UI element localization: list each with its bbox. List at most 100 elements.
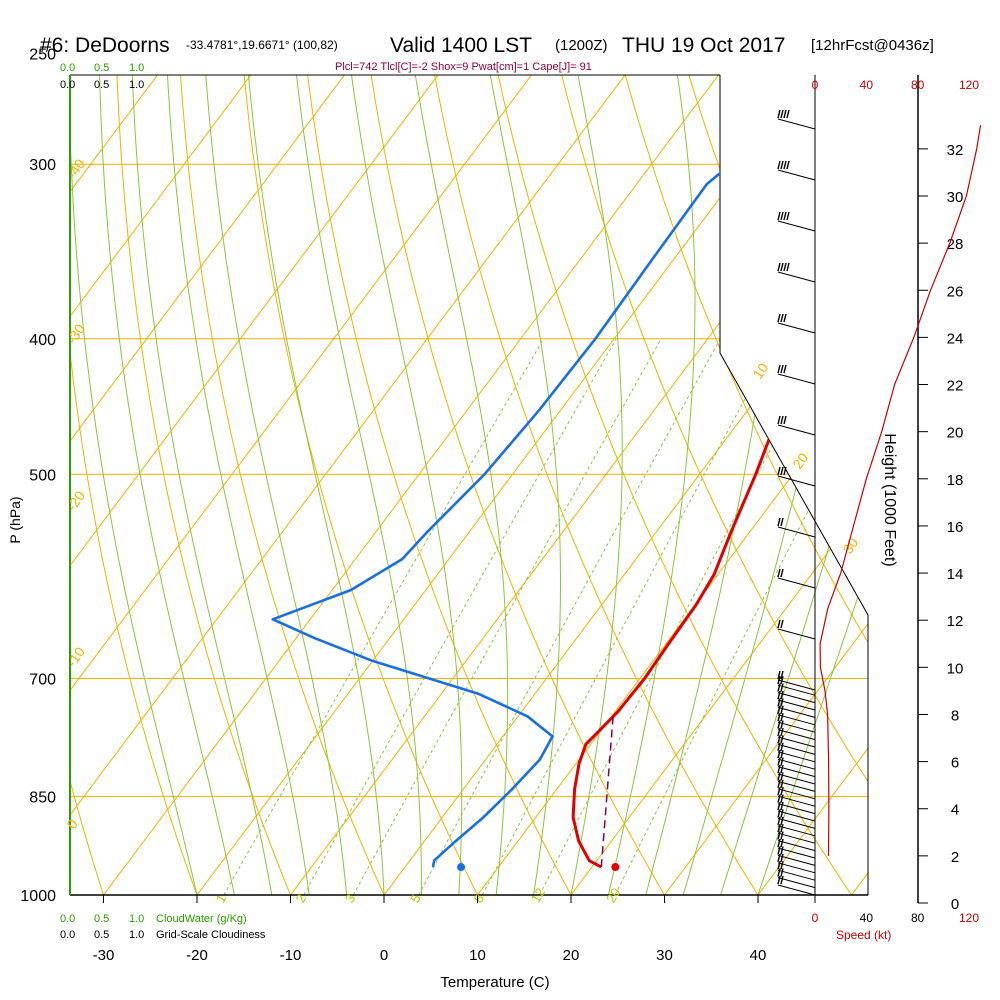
- cloudwater-scale-bottom: 0.0 0.5 1.0 CloudWater (g/Kg) 0.0 0.5 1.…: [60, 913, 266, 941]
- moist-adiabat-12: [411, 75, 509, 895]
- wind-barb-5: [777, 838, 816, 859]
- wind-barb-flag-7-1: [780, 824, 784, 833]
- wind-barb-flag-10-1: [780, 801, 784, 811]
- wind-barb-flag-29-1: [780, 619, 784, 629]
- wind-barb-flag-16-0: [777, 757, 781, 766]
- speed-tick-bottom-3: 120: [959, 911, 979, 925]
- wind-barb-shaft-36: [777, 271, 816, 283]
- wind-barb-flag-36-3: [786, 262, 790, 272]
- wind-barb-shaft-8: [777, 825, 816, 837]
- station-coords: -33.4781°,19.6671° (100,82): [186, 38, 338, 52]
- speed-axis-label: Speed (kt): [836, 928, 891, 942]
- station-title: #6: DeDoorns: [40, 34, 170, 57]
- wind-barb-shaft-39: [777, 118, 816, 130]
- wind-barb-1: [777, 868, 816, 889]
- wind-barb-flag-32-0: [777, 466, 781, 476]
- wind-barb-flag-2-1: [780, 861, 784, 870]
- wind-barb-flag-19-1: [780, 735, 784, 744]
- isotherm--40: [70, 75, 642, 895]
- wind-barb-shaft-14: [777, 780, 816, 792]
- parcel-path: [600, 713, 615, 868]
- dry-adiabat--40: [0, 54, 10, 896]
- dry-adiabat-50: [493, 75, 852, 895]
- wind-barb-shaft-28: [777, 679, 816, 691]
- wind-barb-shaft-6: [777, 840, 816, 852]
- mixing-ratio-label-6: 20: [603, 885, 623, 905]
- wind-barb-16: [777, 757, 816, 778]
- wind-barb-flag-1-0: [777, 868, 781, 877]
- wind-barb-flag-8-1: [780, 816, 784, 825]
- height-tick-label-7: 14: [947, 566, 964, 583]
- wind-barbs: [777, 109, 816, 896]
- wind-barb-flag-0-1: [780, 875, 784, 885]
- speed-tick-bottom-2: 80: [911, 911, 925, 925]
- wind-barb-shaft-35: [777, 322, 816, 334]
- mixing-ratio-line-2: [352, 338, 662, 895]
- wind-barb-shaft-7: [777, 832, 816, 844]
- height-tick-label-9: 18: [947, 472, 964, 489]
- wind-barb-31: [777, 517, 816, 538]
- sounding-profiles: [271, 75, 868, 872]
- dry-adiabat-20: [304, 75, 572, 895]
- speed-tick-bottom-1: 40: [860, 911, 874, 925]
- cloudwater-label: CloudWater (g/Kg): [156, 913, 247, 925]
- wind-barb-flag-37-1: [780, 211, 784, 221]
- wind-barb-shaft-26: [777, 692, 816, 704]
- wind-barb-flag-10-0: [777, 801, 781, 811]
- wind-barb-flag-18-0: [777, 742, 781, 751]
- height-axis-label: Height (1000 Feet): [881, 433, 898, 566]
- wind-barb-flag-22-1: [780, 713, 784, 722]
- dry-adiabat-60: [556, 75, 868, 895]
- wind-barb-shaft-13: [777, 788, 816, 800]
- cloudiness-label: Grid-Scale Cloudiness: [156, 929, 266, 941]
- wind-barb-flag-28-1: [780, 670, 784, 680]
- wind-barb-13: [777, 779, 816, 800]
- wind-barb-shaft-23: [777, 714, 816, 726]
- wind-barb-flag-26-0: [777, 683, 781, 692]
- plot-frame: [69, 74, 869, 896]
- wind-barb-shaft-33: [777, 424, 816, 436]
- dry-adiabat-30: [367, 75, 665, 895]
- isotherm-label-1: -30: [63, 321, 88, 347]
- isotherm--80: [70, 75, 268, 895]
- isotherm-label-4: 0: [63, 816, 81, 832]
- wind-barb-8: [777, 816, 816, 837]
- isotherm-50: [851, 75, 868, 895]
- wind-barb-24: [777, 698, 816, 718]
- wind-barb-flag-36-1: [780, 262, 784, 272]
- x-tick-label-0: -30: [93, 947, 115, 964]
- wind-barb-39: [777, 109, 816, 130]
- wind-barb-flag-34-0: [777, 364, 781, 374]
- wind-barb-15: [777, 764, 816, 785]
- isotherm-label-3: -10: [63, 644, 88, 670]
- moist-adiabat--20: [70, 75, 198, 895]
- wind-barb-shaft-16: [777, 766, 816, 778]
- p-tick-label-1: 300: [29, 157, 56, 174]
- wind-barb-flag-35-0: [777, 313, 781, 323]
- wind-barb-shaft-25: [777, 699, 816, 711]
- wind-barb-flag-14-1: [780, 772, 784, 781]
- mixing-ratio-line-0: [223, 338, 545, 895]
- wind-barb-flag-32-2: [783, 466, 787, 476]
- wind-barb-flag-11-1: [780, 794, 784, 803]
- x-tick-label-7: 40: [750, 947, 767, 964]
- wind-barb-flag-17-1: [780, 750, 784, 759]
- wind-barb-flag-18-1: [780, 742, 784, 751]
- wind-barb-flag-13-0: [777, 779, 781, 788]
- height-tick-label-16: 32: [947, 142, 964, 159]
- x-tick-label-5: 20: [563, 947, 580, 964]
- height-tick-label-5: 10: [947, 660, 964, 677]
- dry-adiabat--30: [70, 75, 104, 895]
- isotherm-label-2: -20: [63, 488, 88, 514]
- dry-adiabat-70: [618, 75, 868, 895]
- wind-barb-shaft-32: [777, 475, 816, 487]
- mixing-ratio-label-2: 3: [342, 892, 359, 906]
- wind-barb-29: [777, 619, 816, 640]
- wind-barb-flag-23-0: [777, 705, 781, 714]
- wind-barb-shaft-10: [777, 810, 816, 822]
- dry-adiabat-120: [934, 54, 1000, 896]
- wind-barb-32: [777, 466, 816, 487]
- moist-adiabat-20: [570, 75, 623, 895]
- wind-barb-flag-38-1: [780, 160, 784, 170]
- wind-barb-flag-9-0: [777, 809, 781, 818]
